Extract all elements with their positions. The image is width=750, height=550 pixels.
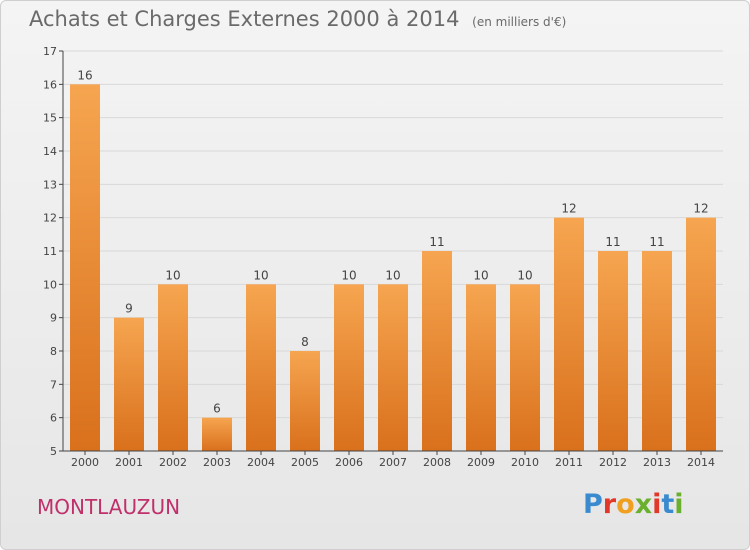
y-tick-label: 12	[43, 212, 57, 225]
bar-2009[interactable]	[466, 284, 496, 451]
x-tick-label-2013: 2013	[643, 456, 671, 469]
data-label-2003: 6	[213, 402, 221, 416]
bar-2000[interactable]	[70, 84, 100, 451]
y-tick-label: 7	[50, 378, 57, 391]
y-tick-label: 8	[50, 345, 57, 358]
x-tick-label-2008: 2008	[423, 456, 451, 469]
data-label-2007: 10	[385, 268, 400, 282]
x-tick-label-2009: 2009	[467, 456, 495, 469]
bar-2006[interactable]	[334, 284, 364, 451]
y-tick-label: 15	[43, 112, 57, 125]
logo-letter: o	[616, 489, 635, 520]
axes: 5 6 7 8 9 10 11 12 13 14 15 16 17 2000 2001 2002 2003 200…	[43, 45, 723, 469]
data-label-2012: 11	[605, 235, 620, 249]
bar-2002[interactable]	[158, 284, 188, 451]
bar-2005[interactable]	[290, 351, 320, 451]
logo-letter: P	[583, 489, 603, 520]
bar-2001[interactable]	[114, 317, 144, 451]
y-tick-label: 9	[50, 312, 57, 325]
data-label-2005: 8	[301, 335, 309, 349]
data-label-2013: 11	[649, 235, 664, 249]
data-label-2004: 10	[253, 268, 268, 282]
labels: 16 9 10 6 10 8 10 10 11 10 10 12 11 11 12	[77, 68, 708, 415]
y-tick-label: 14	[43, 145, 57, 158]
logo-letter: x	[634, 489, 653, 520]
bar-2013[interactable]	[642, 251, 672, 451]
data-label-2002: 10	[165, 268, 180, 282]
x-tick-label-2001: 2001	[115, 456, 143, 469]
data-label-2014: 12	[693, 202, 708, 216]
data-label-2008: 11	[429, 235, 444, 249]
data-label-2009: 10	[473, 268, 488, 282]
x-tick-label-2006: 2006	[335, 456, 363, 469]
logo-letter: r	[602, 489, 617, 520]
x-tick-label-2010: 2010	[511, 456, 539, 469]
x-tick-label-2004: 2004	[247, 456, 275, 469]
town-name: MONTLAUZUN	[37, 495, 181, 519]
logo-letter: t	[661, 489, 675, 520]
logo-letter: i	[652, 489, 662, 520]
chart-title: Achats et Charges Externes 2000 à 2014 (…	[29, 7, 566, 31]
bar-2011[interactable]	[554, 217, 584, 451]
bar-2004[interactable]	[246, 284, 276, 451]
y-tick-label: 11	[43, 245, 57, 258]
bar-2008[interactable]	[422, 251, 452, 451]
y-tick-label: 16	[43, 78, 57, 91]
logo-letter: i	[674, 489, 684, 520]
y-tick-label: 5	[50, 445, 57, 458]
chart-title-text: Achats et Charges Externes 2000 à 2014	[29, 7, 460, 31]
data-label-2011: 12	[561, 202, 576, 216]
x-tick-label-2014: 2014	[687, 456, 715, 469]
bar-2003[interactable]	[202, 417, 232, 451]
bars	[70, 84, 716, 451]
bar-2010[interactable]	[510, 284, 540, 451]
bar-2012[interactable]	[598, 251, 628, 451]
data-label-2010: 10	[517, 268, 532, 282]
y-tick-label: 6	[50, 412, 57, 425]
chart-unit: (en milliers d'€)	[472, 15, 567, 29]
y-tick-label: 17	[43, 45, 57, 58]
data-label-2000: 16	[77, 68, 92, 82]
bar-2007[interactable]	[378, 284, 408, 451]
bar-2014[interactable]	[686, 217, 716, 451]
x-tick-label-2000: 2000	[71, 456, 99, 469]
x-tick-label-2002: 2002	[159, 456, 187, 469]
data-label-2006: 10	[341, 268, 356, 282]
x-tick-label-2003: 2003	[203, 456, 231, 469]
x-tick-label-2007: 2007	[379, 456, 407, 469]
x-tick-label-2012: 2012	[599, 456, 627, 469]
proxiti-logo[interactable]: Proxiti	[583, 489, 684, 520]
x-tick-label-2005: 2005	[291, 456, 319, 469]
x-tick-label-2011: 2011	[555, 456, 583, 469]
y-tick-label: 13	[43, 178, 57, 191]
data-label-2001: 9	[125, 302, 133, 316]
y-tick-label: 10	[43, 278, 57, 291]
